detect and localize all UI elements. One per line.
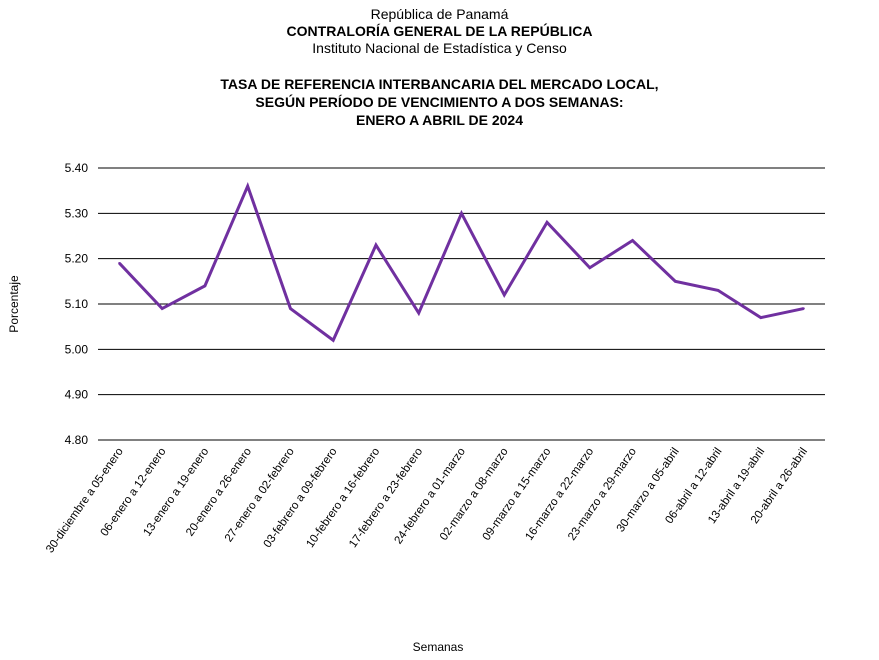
- x-tick-label: 17-febrero a 23-febrero: [347, 446, 425, 550]
- data-point: [417, 311, 420, 315]
- chart-title-line3: ENERO A ABRIL DE 2024: [355, 112, 523, 128]
- y-tick-label: 5.30: [65, 206, 89, 220]
- chart-title-line1: TASA DE REFERENCIA INTERBANCARIA DEL MER…: [220, 76, 659, 92]
- data-point: [631, 239, 634, 242]
- data-point: [460, 212, 463, 215]
- data-point: [716, 289, 720, 292]
- x-tick-label: 30-diciembre a 05-enero: [44, 446, 126, 556]
- data-point: [545, 221, 549, 224]
- chart-title-line2: SEGÚN PERÍODO DE VENCIMIENTO A DOS SEMAN…: [255, 94, 624, 110]
- data-line: [118, 181, 804, 343]
- data-point: [332, 339, 335, 342]
- x-axis-label: Semanas: [413, 640, 464, 654]
- y-tick-label: 5.20: [65, 252, 89, 266]
- data-point: [674, 280, 677, 283]
- data-point: [588, 266, 591, 269]
- data-point: [759, 316, 763, 319]
- data-point: [374, 243, 378, 247]
- y-tick-label: 5.40: [65, 161, 89, 175]
- header-institution: CONTRALORÍA GENERAL DE LA REPÚBLICA: [286, 23, 593, 39]
- data-point: [118, 262, 121, 265]
- data-point: [160, 307, 164, 310]
- header-institute: Instituto Nacional de Estadística y Cens…: [312, 40, 567, 56]
- data-point: [802, 307, 805, 310]
- y-tick-label: 4.90: [65, 388, 89, 402]
- data-point: [203, 284, 207, 288]
- header-country: República de Panamá: [370, 6, 509, 22]
- x-tick-label: 03-febrero a 09-febrero: [262, 446, 340, 550]
- y-tick-label: 5.00: [65, 342, 89, 356]
- y-tick-label: 4.80: [65, 433, 89, 447]
- data-point: [289, 307, 292, 310]
- data-point: [246, 184, 249, 188]
- y-axis-label: Porcentaje: [7, 275, 21, 333]
- y-tick-label: 5.10: [65, 297, 89, 311]
- data-point: [503, 293, 506, 297]
- x-tick-label: 10-febrero a 16-febrero: [304, 446, 382, 550]
